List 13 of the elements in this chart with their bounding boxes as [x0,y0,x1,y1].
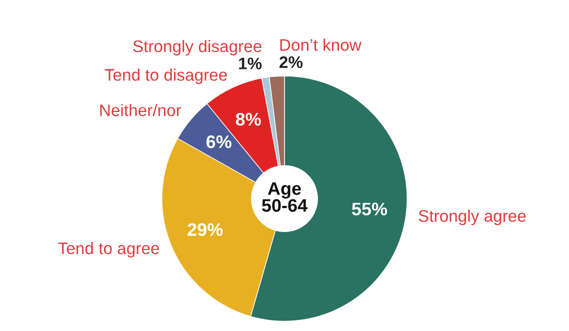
data-label: 29% [188,223,223,236]
slice-label: Tend to disagree [104,68,227,84]
text: Age 50-64 [262,182,308,212]
data-label: 8% [236,112,261,126]
data-label: 2% [280,56,303,68]
slice-label: Neither/nor [100,104,182,116]
slice-label: Strongly agree [418,210,526,226]
data-label: 1% [239,58,262,70]
data-label: 6% [206,135,232,148]
slice-label: Don’t know [280,38,362,51]
data-label: 55% [352,202,388,216]
slice-label: Tend to agree [58,242,159,258]
slice-label: Strongly disagree [133,40,262,56]
